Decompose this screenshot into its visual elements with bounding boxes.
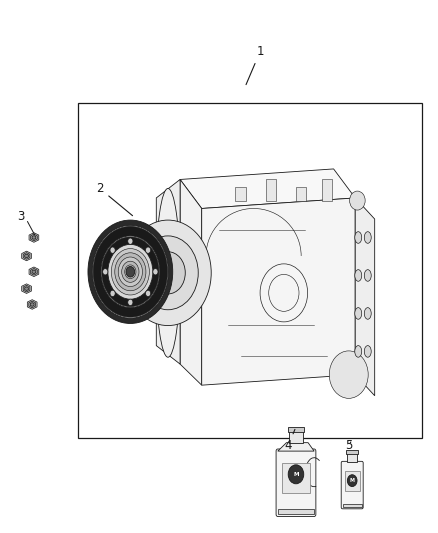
Circle shape xyxy=(125,265,136,279)
Bar xyxy=(322,180,332,200)
Bar xyxy=(282,463,310,494)
Circle shape xyxy=(350,191,365,210)
FancyBboxPatch shape xyxy=(341,462,363,509)
Text: M: M xyxy=(293,472,299,477)
Polygon shape xyxy=(32,236,36,239)
Text: 5: 5 xyxy=(345,439,353,452)
Bar xyxy=(296,188,306,200)
Ellipse shape xyxy=(364,308,371,319)
Circle shape xyxy=(128,299,133,305)
Bar xyxy=(346,450,358,454)
Polygon shape xyxy=(22,284,32,294)
Circle shape xyxy=(125,220,211,326)
Bar xyxy=(343,504,362,507)
Circle shape xyxy=(145,290,151,296)
Bar xyxy=(347,453,357,463)
Bar xyxy=(288,427,304,432)
Polygon shape xyxy=(23,285,30,292)
Circle shape xyxy=(88,220,173,324)
Circle shape xyxy=(118,257,142,287)
Polygon shape xyxy=(180,180,202,385)
Circle shape xyxy=(153,269,158,275)
Wedge shape xyxy=(102,237,159,306)
Polygon shape xyxy=(30,303,34,306)
Circle shape xyxy=(110,290,115,296)
Polygon shape xyxy=(29,267,39,277)
Ellipse shape xyxy=(156,189,180,357)
Polygon shape xyxy=(32,270,36,273)
Circle shape xyxy=(108,244,153,299)
Circle shape xyxy=(329,351,368,398)
Polygon shape xyxy=(25,287,28,290)
Wedge shape xyxy=(93,227,168,317)
Ellipse shape xyxy=(355,345,362,357)
Polygon shape xyxy=(31,234,37,241)
Polygon shape xyxy=(23,253,30,259)
Polygon shape xyxy=(29,233,39,243)
Polygon shape xyxy=(355,198,374,395)
Bar xyxy=(236,188,246,200)
Ellipse shape xyxy=(355,308,362,319)
Circle shape xyxy=(92,225,168,318)
Bar xyxy=(78,103,422,438)
Circle shape xyxy=(110,247,115,253)
Circle shape xyxy=(138,236,198,310)
Bar xyxy=(278,509,314,514)
Text: M: M xyxy=(350,478,355,483)
Circle shape xyxy=(145,247,151,253)
Polygon shape xyxy=(25,254,28,258)
Polygon shape xyxy=(180,169,355,208)
Polygon shape xyxy=(29,301,35,308)
Circle shape xyxy=(115,253,146,291)
Polygon shape xyxy=(31,269,37,275)
Polygon shape xyxy=(278,443,314,451)
Bar xyxy=(266,180,276,200)
Circle shape xyxy=(151,252,185,294)
Text: 3: 3 xyxy=(17,210,25,223)
Circle shape xyxy=(122,261,139,282)
Circle shape xyxy=(288,465,304,484)
Polygon shape xyxy=(202,198,355,385)
Text: 4: 4 xyxy=(284,430,295,452)
Ellipse shape xyxy=(364,270,371,281)
Text: 1: 1 xyxy=(246,45,264,85)
Circle shape xyxy=(126,266,134,277)
Circle shape xyxy=(102,269,108,275)
Polygon shape xyxy=(156,180,180,364)
Text: 2: 2 xyxy=(96,182,133,216)
Bar xyxy=(345,471,360,491)
Bar xyxy=(289,431,303,443)
Ellipse shape xyxy=(355,232,362,243)
Ellipse shape xyxy=(364,232,371,243)
FancyBboxPatch shape xyxy=(276,449,316,516)
Circle shape xyxy=(347,475,357,487)
Polygon shape xyxy=(27,300,37,309)
Circle shape xyxy=(101,236,160,308)
Ellipse shape xyxy=(355,270,362,281)
Polygon shape xyxy=(22,251,32,261)
Circle shape xyxy=(111,248,149,295)
Circle shape xyxy=(128,238,133,244)
Ellipse shape xyxy=(364,345,371,357)
